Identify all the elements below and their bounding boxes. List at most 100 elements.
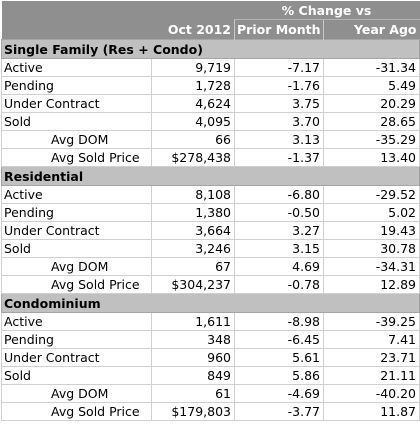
table-row: Under Contract 4,624 3.75 20.29 bbox=[1, 94, 420, 113]
row-label: Active bbox=[1, 185, 152, 204]
cell-oct-2012: 4,095 bbox=[151, 112, 235, 131]
cell-year-ago-change: 13.40 bbox=[323, 148, 420, 167]
row-label: Active bbox=[1, 312, 152, 331]
row-label: Avg Sold Price bbox=[1, 275, 152, 294]
cell-prior-month-change: -0.50 bbox=[234, 203, 324, 222]
header-row-columns: Oct 2012 Prior Month Year Ago bbox=[1, 19, 420, 40]
cell-oct-2012: 1,380 bbox=[151, 203, 235, 222]
cell-prior-month-change: -4.69 bbox=[234, 384, 324, 403]
cell-year-ago-change: 21.11 bbox=[323, 366, 420, 385]
section-header-row: Single Family (Res + Condo) bbox=[1, 39, 420, 59]
cell-prior-month-change: 3.75 bbox=[234, 94, 324, 113]
header-row-group: % Change vs bbox=[1, 1, 420, 20]
cell-oct-2012: 1,728 bbox=[151, 76, 235, 95]
cell-oct-2012: 960 bbox=[151, 348, 235, 367]
row-label: Under Contract bbox=[1, 94, 152, 113]
cell-oct-2012: 849 bbox=[151, 366, 235, 385]
row-label: Avg DOM bbox=[1, 130, 152, 149]
row-label: Avg DOM bbox=[1, 257, 152, 276]
section-title: Single Family (Res + Condo) bbox=[1, 39, 420, 59]
cell-oct-2012: 3,246 bbox=[151, 239, 235, 258]
cell-prior-month-change: -1.37 bbox=[234, 148, 324, 167]
cell-oct-2012: $304,237 bbox=[151, 275, 235, 294]
table-row: Avg DOM 61 -4.69 -40.20 bbox=[1, 384, 420, 403]
cell-prior-month-change: -7.17 bbox=[234, 58, 324, 77]
header-label-col bbox=[1, 19, 152, 40]
section-header-row: Residential bbox=[1, 166, 420, 186]
cell-year-ago-change: -40.20 bbox=[323, 384, 420, 403]
cell-year-ago-change: -34.31 bbox=[323, 257, 420, 276]
cell-year-ago-change: 19.43 bbox=[323, 221, 420, 240]
cell-prior-month-change: -1.76 bbox=[234, 76, 324, 95]
cell-prior-month-change: -6.45 bbox=[234, 330, 324, 349]
row-label: Sold bbox=[1, 112, 152, 131]
cell-year-ago-change: 28.65 bbox=[323, 112, 420, 131]
cell-oct-2012: 66 bbox=[151, 130, 235, 149]
header-corner bbox=[1, 1, 152, 20]
cell-year-ago-change: 5.49 bbox=[323, 76, 420, 95]
table-row: Sold 849 5.86 21.11 bbox=[1, 366, 420, 385]
cell-year-ago-change: 11.87 bbox=[323, 402, 420, 421]
table-row: Under Contract 3,664 3.27 19.43 bbox=[1, 221, 420, 240]
table-row: Pending 1,728 -1.76 5.49 bbox=[1, 76, 420, 95]
cell-oct-2012: 348 bbox=[151, 330, 235, 349]
cell-prior-month-change: 3.70 bbox=[234, 112, 324, 131]
cell-year-ago-change: -29.52 bbox=[323, 185, 420, 204]
cell-oct-2012: 1,611 bbox=[151, 312, 235, 331]
cell-oct-2012: 61 bbox=[151, 384, 235, 403]
row-label: Sold bbox=[1, 239, 152, 258]
table-row: Avg Sold Price $179,803 -3.77 11.87 bbox=[1, 402, 420, 421]
section-title: Residential bbox=[1, 166, 420, 186]
cell-prior-month-change: -6.80 bbox=[234, 185, 324, 204]
row-label: Pending bbox=[1, 76, 152, 95]
header-year-ago: Year Ago bbox=[323, 19, 420, 40]
section-title: Condominium bbox=[1, 293, 420, 313]
cell-prior-month-change: -8.98 bbox=[234, 312, 324, 331]
table-header: % Change vs Oct 2012 Prior Month Year Ag… bbox=[1, 1, 420, 40]
cell-oct-2012: 4,624 bbox=[151, 94, 235, 113]
header-prior-month: Prior Month bbox=[234, 19, 324, 40]
cell-year-ago-change: 20.29 bbox=[323, 94, 420, 113]
table-row: Avg Sold Price $304,237 -0.78 12.89 bbox=[1, 275, 420, 294]
table-row: Active 1,611 -8.98 -39.25 bbox=[1, 312, 420, 331]
cell-prior-month-change: 5.61 bbox=[234, 348, 324, 367]
cell-year-ago-change: 23.71 bbox=[323, 348, 420, 367]
cell-prior-month-change: 4.69 bbox=[234, 257, 324, 276]
header-change-group: % Change vs bbox=[234, 1, 420, 20]
row-label: Pending bbox=[1, 203, 152, 222]
row-label: Avg Sold Price bbox=[1, 148, 152, 167]
cell-prior-month-change: 3.27 bbox=[234, 221, 324, 240]
table-row: Avg DOM 66 3.13 -35.29 bbox=[1, 130, 420, 149]
table-row: Sold 3,246 3.15 30.78 bbox=[1, 239, 420, 258]
cell-year-ago-change: 30.78 bbox=[323, 239, 420, 258]
table-row: Avg Sold Price $278,438 -1.37 13.40 bbox=[1, 148, 420, 167]
table-body: Single Family (Res + Condo) Active 9,719 -7… bbox=[1, 39, 420, 421]
cell-year-ago-change: -35.29 bbox=[323, 130, 420, 149]
table-row: Sold 4,095 3.70 28.65 bbox=[1, 112, 420, 131]
cell-oct-2012: 8,108 bbox=[151, 185, 235, 204]
row-label: Under Contract bbox=[1, 348, 152, 367]
header-period: Oct 2012 bbox=[151, 19, 235, 40]
cell-prior-month-change: 5.86 bbox=[234, 366, 324, 385]
row-label: Avg DOM bbox=[1, 384, 152, 403]
cell-year-ago-change: 7.41 bbox=[323, 330, 420, 349]
table-row: Under Contract 960 5.61 23.71 bbox=[1, 348, 420, 367]
cell-oct-2012: $278,438 bbox=[151, 148, 235, 167]
table-row: Pending 1,380 -0.50 5.02 bbox=[1, 203, 420, 222]
cell-prior-month-change: 3.15 bbox=[234, 239, 324, 258]
table-row: Active 9,719 -7.17 -31.34 bbox=[1, 58, 420, 77]
row-label: Sold bbox=[1, 366, 152, 385]
cell-oct-2012: 3,664 bbox=[151, 221, 235, 240]
row-label: Active bbox=[1, 58, 152, 77]
cell-prior-month-change: 3.13 bbox=[234, 130, 324, 149]
row-label: Pending bbox=[1, 330, 152, 349]
cell-prior-month-change: -3.77 bbox=[234, 402, 324, 421]
header-blank bbox=[151, 1, 235, 20]
cell-year-ago-change: -31.34 bbox=[323, 58, 420, 77]
cell-year-ago-change: 5.02 bbox=[323, 203, 420, 222]
table-row: Avg DOM 67 4.69 -34.31 bbox=[1, 257, 420, 276]
table-row: Active 8,108 -6.80 -29.52 bbox=[1, 185, 420, 204]
table-row: Pending 348 -6.45 7.41 bbox=[1, 330, 420, 349]
cell-prior-month-change: -0.78 bbox=[234, 275, 324, 294]
